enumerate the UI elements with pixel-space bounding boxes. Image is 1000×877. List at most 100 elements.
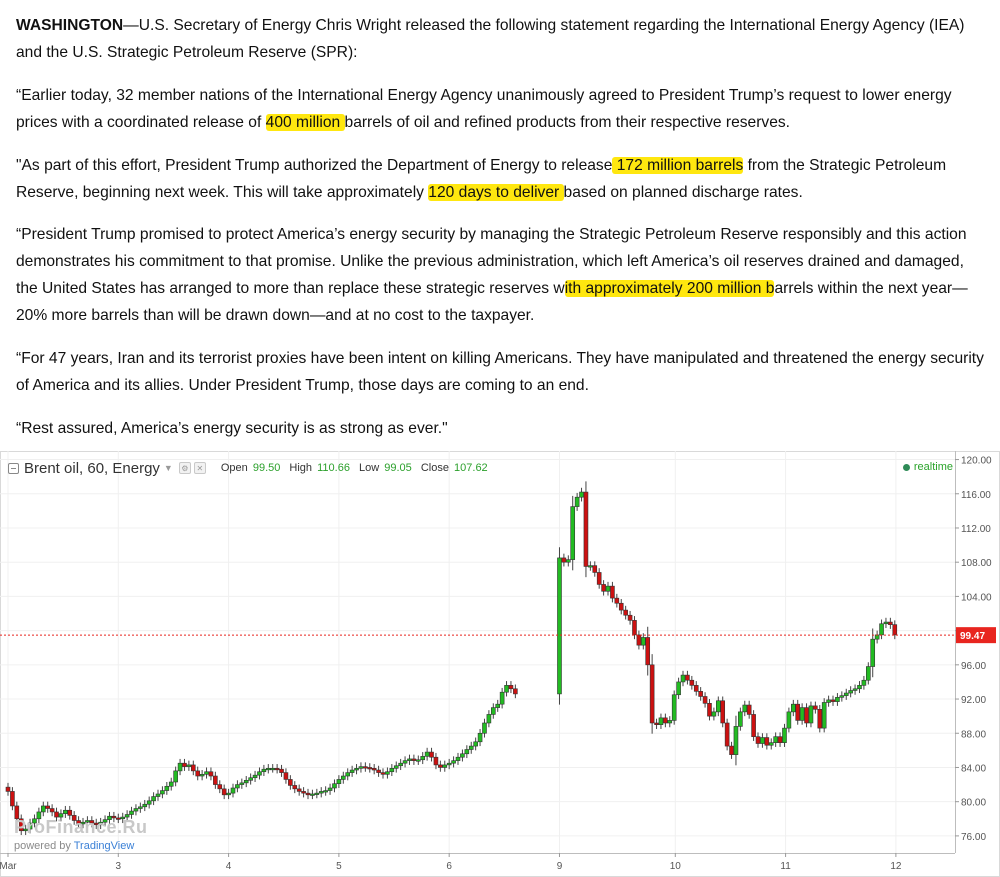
candle-body [799,707,805,721]
candle-body [566,559,571,563]
candle-body [649,664,655,724]
candle-body [71,815,77,821]
candle-body [808,705,814,724]
candle-body [663,717,668,724]
candle-body [791,703,796,713]
highlight-400-million: 400 million [265,114,345,131]
chart-legend: Brent oil, 60, Energy ▼ ⚙ ✕ Open 99.50 H… [8,459,494,477]
intro-text: —U.S. Secretary of Energy Chris Wright r… [16,17,965,61]
paragraph-closing: “Rest assured, America’s energy security… [16,420,448,437]
y-tick-label: 112.00 [961,524,991,535]
candle-body [667,720,673,724]
candle-body [115,817,121,820]
candle-body [645,637,651,666]
release-text-a: “Earlier today, 32 member nations of the… [16,87,952,131]
highlight-120-days: 120 days to deliver [428,184,564,201]
powered-by[interactable]: powered by TradingView [14,840,134,852]
candle-body [702,696,708,704]
symbol-title[interactable]: Brent oil, 60, Energy [24,459,160,477]
candle-body [133,808,139,812]
x-tick-label: 6 [446,861,452,872]
close-icon[interactable]: ✕ [193,462,206,474]
candle-body [296,788,302,792]
caret-down-icon[interactable]: ▼ [163,463,173,473]
candle-body [63,809,68,814]
price-chart[interactable]: 120.00116.00112.00108.00104.00100.0096.0… [0,451,1000,877]
security-text-b: arrels within the next year—20% more bar… [16,280,968,324]
candle-body [738,711,743,727]
candle-body [349,769,355,773]
candle-body [18,818,24,832]
candle-body [111,815,117,819]
settings-icon[interactable]: ⚙ [178,462,191,474]
candle-body [468,745,474,750]
candle-body [870,638,876,667]
paragraph-intro: WASHINGTON—U.S. Secretary of Energy Chri… [16,12,984,66]
candle-body [557,557,562,695]
open-label: Open [220,462,248,474]
candle-body [36,811,42,820]
candle-body [138,806,143,809]
candle-body [124,814,130,818]
candle-body [513,688,518,695]
chart-svg[interactable]: 120.00116.00112.00108.00104.00100.0096.0… [0,451,1000,877]
candle-body [685,674,690,681]
paragraph-release: “Earlier today, 32 member nations of the… [16,82,984,136]
candle-body [455,756,461,761]
candle-body [433,756,439,766]
candle-body [583,491,589,567]
candle-body [835,697,840,702]
candle-body [614,597,620,604]
candle-body [504,685,509,693]
spr-text-a: "As part of this effort, President Trump… [16,157,613,174]
y-tick-label: 76.00 [961,832,986,843]
candle-body [340,775,346,780]
candle-body [164,785,170,791]
x-tick-label: 4 [226,861,232,872]
candle-body [460,753,465,758]
y-tick-label: 84.00 [961,763,986,774]
tradingview-link[interactable]: TradingView [73,840,135,852]
candle-body [363,766,368,769]
candle-body [265,768,271,771]
y-tick-label: 92.00 [961,695,986,706]
candle-body [782,727,787,743]
candle-body [292,785,298,790]
collapse-icon[interactable] [8,462,19,474]
candle-body [813,705,818,710]
candle-body [261,768,267,773]
candle-body [777,736,783,743]
candle-body [751,714,756,737]
y-tick-label: 120.00 [961,456,992,467]
y-tick-label: 96.00 [961,661,986,672]
realtime-indicator: realtime [902,461,953,473]
candle-body [327,787,333,791]
last-price-label: 99.47 [960,631,985,642]
candle-body [760,737,765,744]
candle-body [830,699,836,702]
candle-body [102,819,108,823]
candle-body [707,703,712,717]
candle-body [786,711,792,729]
candle-body [857,685,862,690]
candle-body [288,779,293,786]
spr-text-b: from the Strategic Petroleum Reserve, be… [16,157,947,201]
candle-body [358,766,364,769]
close-label: Close [420,462,449,474]
candle-body [332,783,337,789]
candle-body [120,816,126,820]
candle-body [698,691,703,697]
candle-body [574,496,580,507]
paragraph-iran: “For 47 years, Iran and its terrorist pr… [16,350,984,394]
candle-body [371,768,377,771]
high-value: 110.66 [317,462,350,474]
candle-body [54,811,59,818]
candle-body [173,770,178,783]
candle-body [888,621,893,625]
x-tick-label: 10 [670,861,682,872]
candle-body [424,751,430,757]
candle-body [508,685,514,690]
candle-body [499,691,505,705]
candle-body [310,793,315,796]
x-tick-label: 12 [890,861,902,872]
